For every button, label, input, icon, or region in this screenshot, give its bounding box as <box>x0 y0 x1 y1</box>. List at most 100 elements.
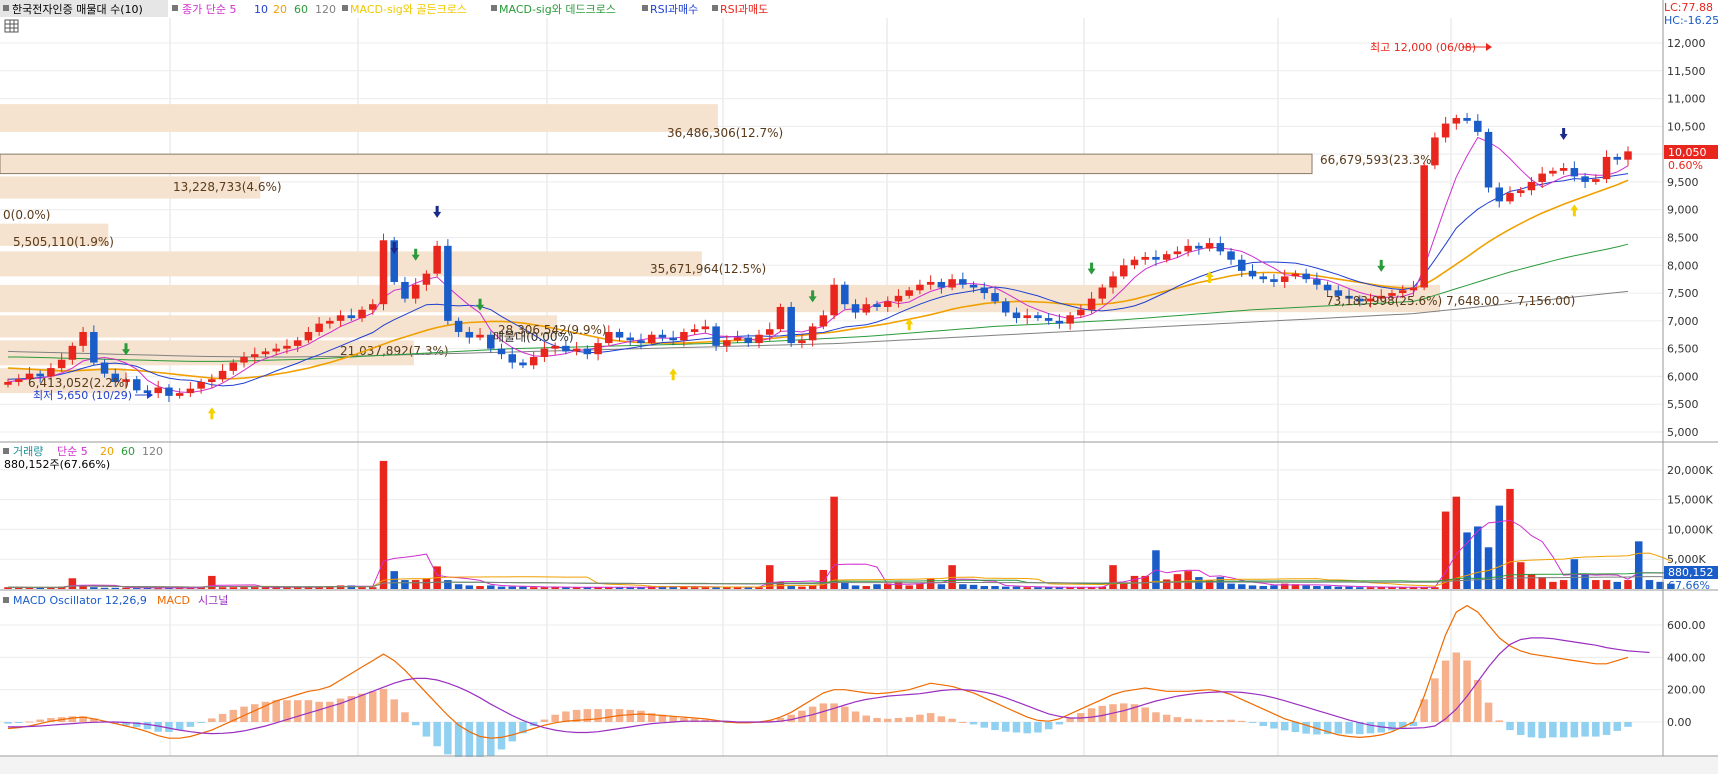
macd-line <box>7 604 1629 739</box>
volume-bar <box>647 586 656 589</box>
legend-bullet-icon <box>712 5 718 11</box>
legend-ma10[interactable]: 10 <box>254 3 268 16</box>
candle-up <box>411 284 420 299</box>
legend-rsi-sell[interactable]: RSI과매도 <box>720 3 768 16</box>
volume-legend-ma20[interactable]: 20 <box>100 445 114 458</box>
legend-ma120[interactable]: 120 <box>315 3 336 16</box>
volume-bar <box>1495 505 1504 589</box>
legend-golden-cross[interactable]: MACD-sig와 골든크로스 <box>350 3 467 16</box>
candle-up <box>1441 123 1450 138</box>
volume-bar <box>1345 586 1353 589</box>
oscillator-bar <box>1474 679 1482 722</box>
oscillator-bar <box>562 711 570 722</box>
golden-cross-arrow-icon <box>207 407 216 420</box>
volume-profile-band <box>0 176 261 199</box>
rsi-overbought-arrow-icon <box>390 241 399 254</box>
legend-ma60[interactable]: 60 <box>294 3 308 16</box>
volume-bar <box>186 587 195 589</box>
oscillator-bar <box>1592 722 1600 737</box>
oscillator-bar <box>519 722 527 734</box>
oscillator-bar <box>1001 722 1010 732</box>
volume-bar <box>1001 586 1010 589</box>
macd-legend-title[interactable]: MACD Oscillator 12,26,9 <box>13 594 147 607</box>
volume-bar <box>90 587 98 589</box>
price-tick-label: 7,000 <box>1667 315 1699 328</box>
volume-bar <box>175 587 184 589</box>
volume-bar <box>272 587 280 589</box>
oscillator-bar <box>358 693 366 722</box>
legend-bullet-icon <box>3 448 9 454</box>
legend-ma20[interactable]: 20 <box>273 3 287 16</box>
oscillator-bar <box>165 722 173 733</box>
macd-legend-signal[interactable]: 시그널 <box>198 594 228 607</box>
volume-bar <box>669 586 677 589</box>
candle-down <box>1034 315 1042 319</box>
legend-rsi-buy[interactable]: RSI과매수 <box>650 3 698 16</box>
legend-close-ma[interactable]: 종가 단순 5 <box>182 3 236 16</box>
oscillator-bar <box>390 699 398 722</box>
candle-down <box>1495 187 1504 202</box>
volume-legend-ma120[interactable]: 120 <box>142 445 163 458</box>
volume-profile-label: 5,505,110(1.9%) <box>13 235 114 249</box>
volume-bar <box>1323 586 1332 589</box>
volume-ma120-line <box>7 576 1671 588</box>
oscillator-bar <box>765 720 774 722</box>
volume-legend-ma5[interactable]: 단순 5 <box>57 445 88 458</box>
table-icon[interactable] <box>4 19 19 33</box>
candle-down <box>1248 270 1257 277</box>
dead-cross-arrow-icon <box>476 298 485 311</box>
candle-down <box>132 379 141 391</box>
oscillator-bar <box>1141 707 1149 722</box>
volume-bar <box>819 569 828 589</box>
oscillator-bar <box>401 712 409 722</box>
candle-up <box>1592 179 1600 182</box>
candle-down <box>1216 243 1225 252</box>
volume-legend-ma60[interactable]: 60 <box>121 445 135 458</box>
volume-bar <box>519 586 527 589</box>
legend-title[interactable]: 한국전자인증 매물대 수(10) <box>12 3 143 16</box>
volume-bar <box>240 587 248 589</box>
dead-cross-arrow-icon <box>808 290 817 303</box>
signal-line <box>8 637 1650 735</box>
oscillator-bar <box>926 713 935 722</box>
volume-bar <box>1066 587 1074 589</box>
candle-down <box>454 320 463 332</box>
candle-up <box>1173 251 1182 255</box>
oscillator-bar <box>444 722 452 755</box>
volume-bar <box>1120 582 1128 589</box>
oscillator-bar <box>25 721 34 723</box>
candle-up <box>1205 243 1214 249</box>
volume-bar <box>680 586 688 589</box>
oscillator-bar <box>487 722 495 756</box>
oscillator-bar <box>1259 722 1267 727</box>
volume-bar <box>1012 586 1021 589</box>
price-tick-label: 5,500 <box>1667 398 1699 411</box>
volume-bar <box>1291 584 1300 589</box>
volume-bar <box>1023 587 1031 589</box>
volume-bar <box>154 588 162 590</box>
volume-bar <box>1087 587 1096 589</box>
oscillator-bar <box>862 715 871 722</box>
volume-bar <box>1463 532 1471 589</box>
volume-bar <box>873 584 881 589</box>
candle-down <box>465 331 474 338</box>
golden-cross-arrow-icon <box>1205 271 1214 284</box>
oscillator-bar <box>1291 722 1300 733</box>
price-tick-label: 6,000 <box>1667 370 1699 383</box>
candle-down <box>1044 318 1053 321</box>
legend-dead-cross[interactable]: MACD-sig와 데드크로스 <box>499 3 616 16</box>
candle-up <box>272 348 280 352</box>
macd-legend-macd[interactable]: MACD <box>157 594 190 607</box>
volume-bar <box>787 586 795 589</box>
volume-bar <box>47 587 55 589</box>
volume-bar <box>690 587 699 589</box>
candle-down <box>1259 276 1267 280</box>
volume-bar <box>1667 583 1675 589</box>
volume-bar <box>68 578 77 589</box>
volume-bar <box>132 587 141 589</box>
volume-profile-band <box>0 153 1313 175</box>
candle-down <box>980 287 989 294</box>
volume-bar <box>959 584 967 589</box>
ma5-line <box>7 136 1629 394</box>
volume-legend-title[interactable]: 거래량 <box>13 445 43 458</box>
